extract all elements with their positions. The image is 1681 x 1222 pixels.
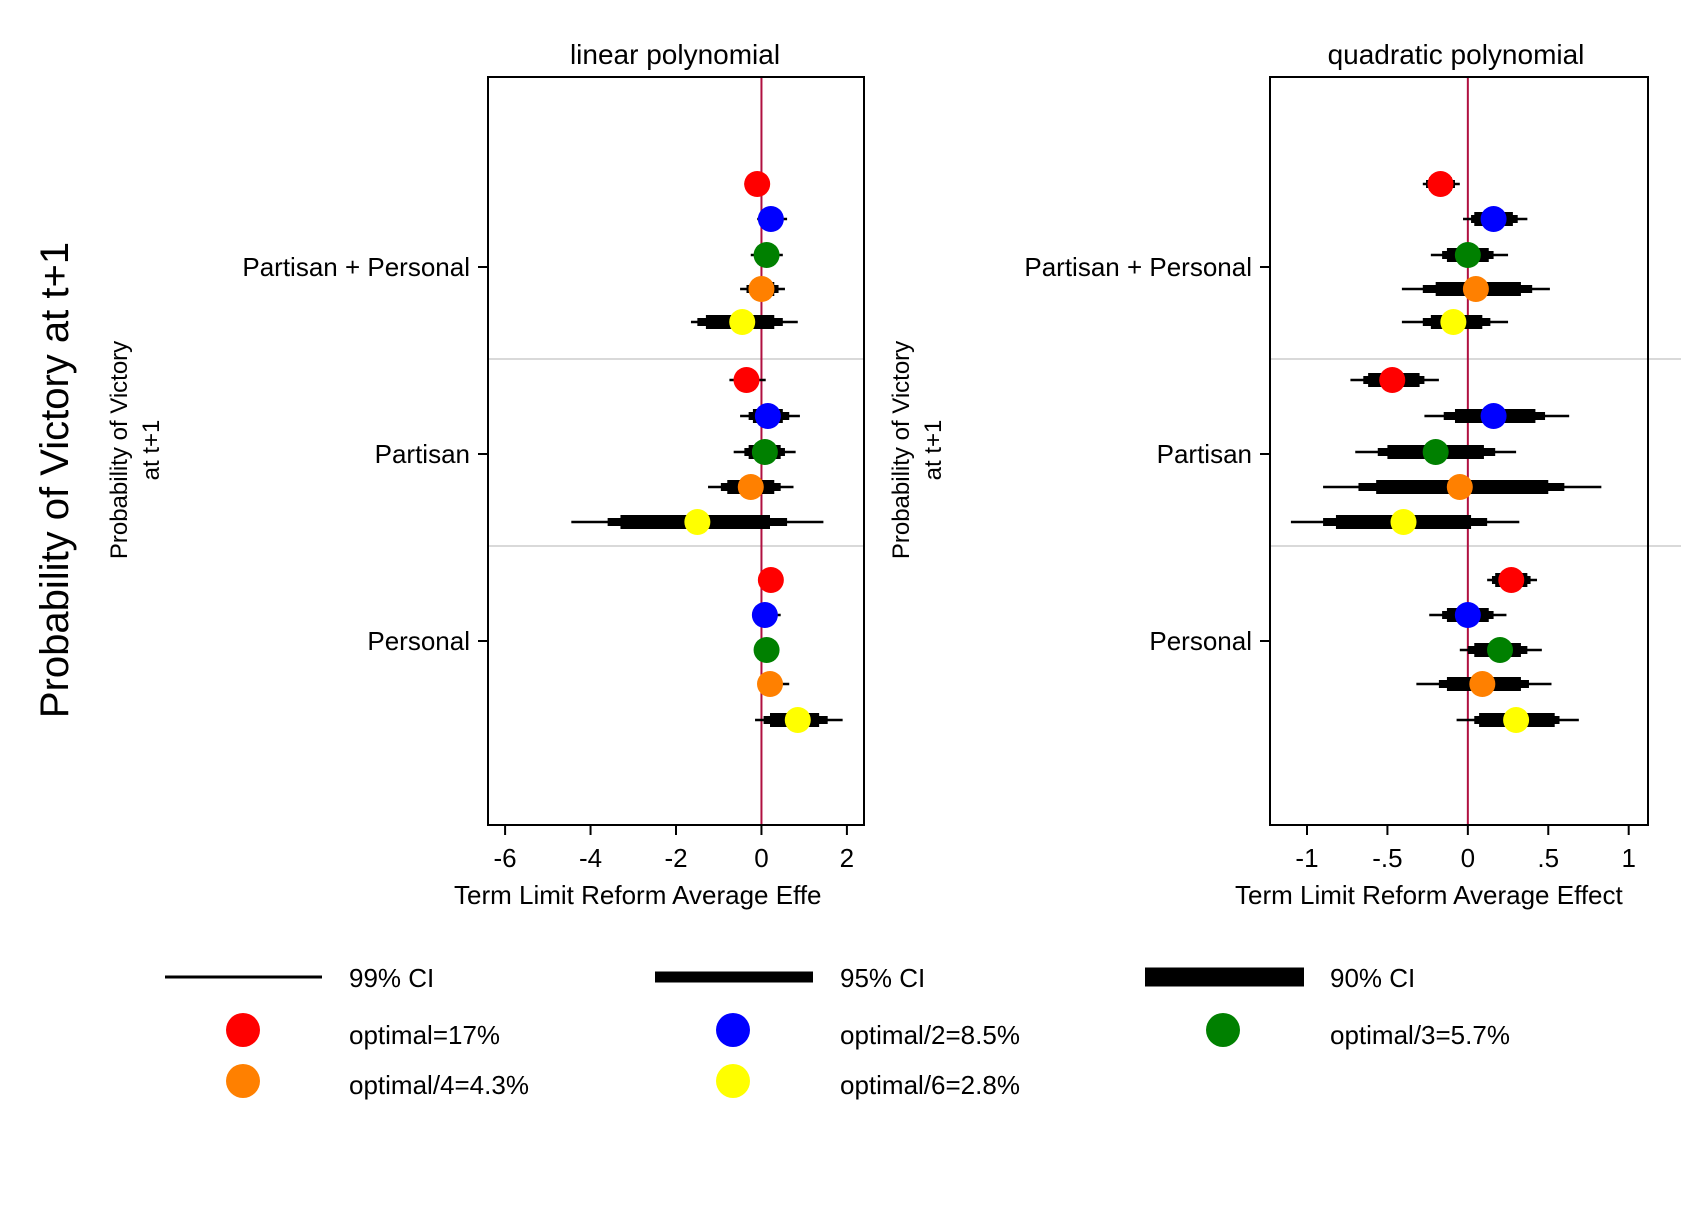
legend-ci95-label: 95% CI xyxy=(840,963,925,993)
plot-frame xyxy=(1269,76,1649,826)
legend-marker-orange xyxy=(226,1064,260,1098)
point-partisan-orange xyxy=(1446,474,1473,500)
y-category-label: Personal xyxy=(1149,626,1252,656)
x-axis-label: Term Limit Reform Average Effect xyxy=(1235,880,1624,910)
y-category-label: Partisan + Personal xyxy=(242,252,470,282)
panel-quadratic-polynomial: quadratic polynomial Term Limit Reform A… xyxy=(1024,39,1681,910)
legend-marker-label-blue: optimal/2=8.5% xyxy=(840,1020,1020,1050)
point-partisan-yellow xyxy=(1390,509,1417,535)
x-tick-label: 0 xyxy=(1461,843,1475,873)
x-tick-label: 0 xyxy=(754,843,768,873)
x-tick-label: 1 xyxy=(1621,843,1635,873)
panel-title: quadratic polynomial xyxy=(1328,39,1585,70)
legend-marker-label-red: optimal=17% xyxy=(349,1020,500,1050)
y-category-label: Partisan xyxy=(1157,439,1252,469)
point-personal-orange xyxy=(1469,671,1496,697)
x-tick-label: -4 xyxy=(579,843,602,873)
y-category-label: Partisan xyxy=(375,439,470,469)
legend-marker-green xyxy=(1206,1013,1240,1047)
point-partisan-personal-green xyxy=(1454,242,1481,268)
legend-ci90-label: 90% CI xyxy=(1330,963,1415,993)
x-tick-label: -2 xyxy=(664,843,687,873)
panel1-side-label-line2: at t+1 xyxy=(138,420,165,481)
panel-linear-polynomial: linear polynomial Term Limit Reform Aver… xyxy=(242,39,865,910)
legend-marker-label-green: optimal/3=5.7% xyxy=(1330,1020,1510,1050)
point-partisan-blue xyxy=(1480,403,1507,429)
point-personal-green xyxy=(1487,637,1514,663)
legend-marker-blue xyxy=(716,1013,750,1047)
legend-marker-label-orange: optimal/4=4.3% xyxy=(349,1070,529,1100)
panel1-side-label-line1: Probability of Victory xyxy=(106,341,133,559)
point-partisan-personal-yellow xyxy=(1440,309,1467,335)
point-partisan-blue xyxy=(754,403,781,429)
x-tick-label: -1 xyxy=(1295,843,1318,873)
point-partisan-personal-green xyxy=(753,242,780,268)
point-partisan-personal-red xyxy=(744,171,771,197)
legend: 99% CI 95% CI 90% CI optimal=17% optimal… xyxy=(165,963,1510,1100)
point-partisan-personal-orange xyxy=(748,276,775,302)
point-personal-blue xyxy=(751,602,778,628)
point-partisan-personal-red xyxy=(1427,171,1454,197)
point-personal-yellow xyxy=(1503,707,1530,733)
point-personal-blue xyxy=(1454,602,1481,628)
point-partisan-personal-blue xyxy=(757,206,784,232)
y-category-label: Partisan + Personal xyxy=(1024,252,1252,282)
x-tick-label: 2 xyxy=(840,843,854,873)
point-personal-green xyxy=(753,637,780,663)
x-axis-label: Term Limit Reform Average Effe xyxy=(454,880,822,910)
point-personal-yellow xyxy=(784,707,811,733)
x-tick-label: -.5 xyxy=(1372,843,1402,873)
point-partisan-personal-orange xyxy=(1462,276,1489,302)
point-partisan-red xyxy=(733,367,760,393)
point-personal-red xyxy=(1498,567,1525,593)
point-partisan-yellow xyxy=(684,509,711,535)
point-personal-red xyxy=(757,567,784,593)
point-personal-orange xyxy=(757,671,783,697)
y-category-label: Personal xyxy=(367,626,470,656)
panel-title: linear polynomial xyxy=(570,39,780,70)
figure-y-title: Probability of Victory at t+1 xyxy=(33,242,77,718)
legend-marker-label-yellow: optimal/6=2.8% xyxy=(840,1070,1020,1100)
panel2-side-label-line1: Probability of Victory xyxy=(888,341,915,559)
legend-marker-yellow xyxy=(716,1064,750,1098)
legend-marker-red xyxy=(226,1013,260,1047)
point-partisan-personal-yellow xyxy=(729,309,756,335)
point-partisan-green xyxy=(751,439,778,465)
x-tick-label: .5 xyxy=(1537,843,1559,873)
point-partisan-green xyxy=(1422,439,1449,465)
panel2-side-label-line2: at t+1 xyxy=(920,420,947,481)
legend-ci99-label: 99% CI xyxy=(349,963,434,993)
point-partisan-orange xyxy=(737,474,764,500)
x-tick-label: -6 xyxy=(494,843,517,873)
point-partisan-personal-blue xyxy=(1480,206,1507,232)
point-partisan-red xyxy=(1379,367,1406,393)
